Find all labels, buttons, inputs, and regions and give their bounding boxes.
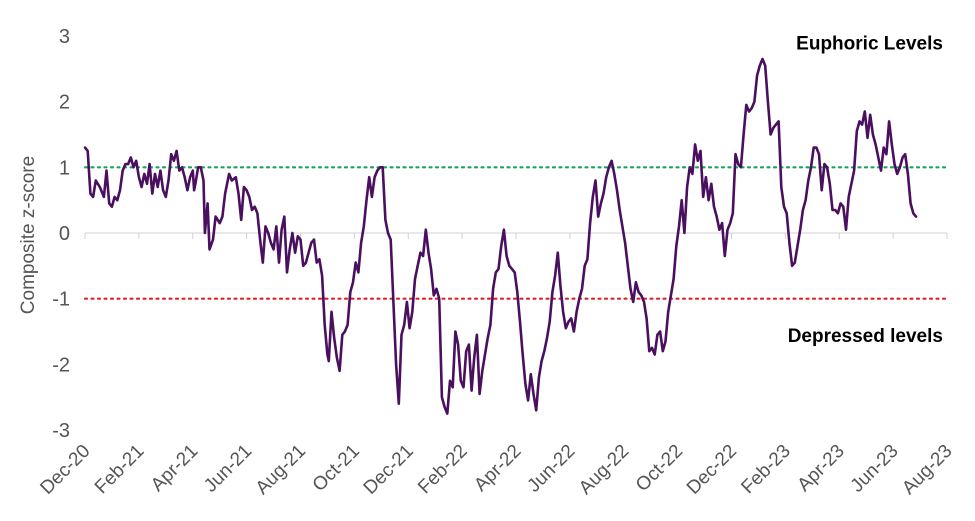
x-tick-label: Jun-23: [847, 441, 903, 497]
y-tick-label: -1: [52, 289, 70, 311]
y-axis: Composite z-score 3 2 1 0 -1 -2 -3: [18, 26, 70, 442]
x-tick-label: Jun-21: [200, 441, 256, 497]
x-tick-labels: Dec-20Feb-21Apr-21Jun-21Aug-21Oct-21Dec-…: [36, 441, 956, 499]
x-tick-label: Dec-22: [683, 441, 741, 499]
x-tick-label: Feb-22: [414, 441, 471, 498]
x-tick-label: Apr-23: [794, 441, 849, 496]
y-tick-label: -2: [52, 354, 70, 376]
y-tick-label: -3: [52, 420, 70, 442]
x-tick-label: Dec-21: [360, 441, 418, 499]
x-tick-label: Aug-22: [575, 441, 633, 499]
annotations: Euphoric Levels Depressed levels: [788, 34, 943, 347]
y-axis-title: Composite z-score: [18, 156, 39, 314]
y-tick-labels: 3 2 1 0 -1 -2 -3: [52, 26, 70, 442]
x-tick-label: Dec-20: [36, 441, 94, 499]
y-tick-label: 2: [59, 92, 70, 114]
y-tick-label: 1: [59, 157, 70, 179]
x-tick-label: Aug-21: [252, 441, 310, 499]
x-tick-label: Apr-22: [470, 441, 525, 496]
x-tick-label: Feb-21: [91, 441, 148, 498]
x-tick-label: Feb-23: [737, 441, 794, 498]
y-tick-label: 0: [59, 223, 70, 245]
y-tick-label: 3: [59, 26, 70, 48]
series-line-composite-z-score: [83, 57, 918, 415]
reference-lines: [83, 166, 949, 300]
x-tick-label: Oct-22: [632, 441, 687, 496]
x-tick-label: Jun-22: [523, 441, 579, 497]
euphoric-levels-label: Euphoric Levels: [796, 34, 943, 55]
series-group: [83, 57, 918, 415]
depressed-levels-label: Depressed levels: [788, 326, 943, 347]
x-tick-label: Aug-23: [898, 441, 956, 499]
x-tick-label: Oct-21: [309, 441, 364, 496]
x-tick-label: Apr-21: [147, 441, 202, 496]
